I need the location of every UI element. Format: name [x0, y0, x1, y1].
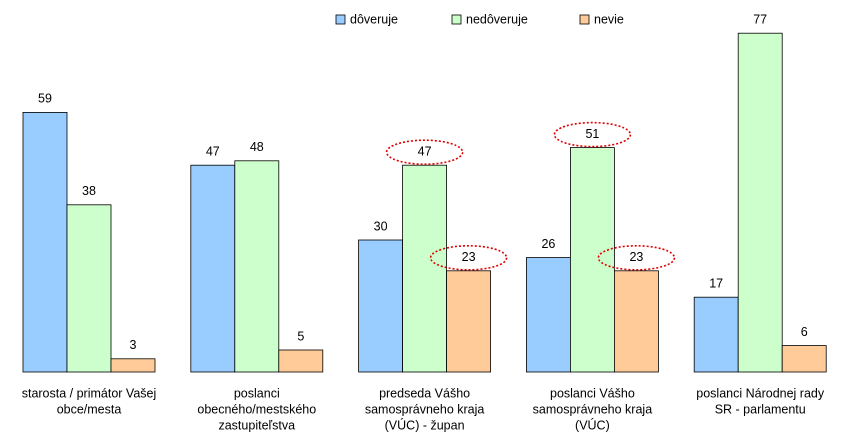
highlight-ellipse [429, 244, 508, 271]
legend-swatch [335, 14, 346, 25]
data-label: 23 [629, 250, 643, 264]
data-label: 47 [206, 144, 220, 158]
data-label: 48 [250, 140, 264, 154]
highlight-ellipse [597, 244, 676, 271]
data-label: 17 [709, 276, 723, 290]
bar [22, 112, 68, 373]
data-label: 3 [130, 338, 137, 352]
x-tick-label: poslanci [234, 386, 280, 400]
bar [614, 270, 659, 373]
data-label: 77 [753, 12, 767, 26]
bar [737, 32, 783, 373]
legend-label: dôveruje [350, 12, 398, 26]
x-tick-label: SR - parlamentu [715, 402, 806, 416]
legend-label: nedôveruje [466, 12, 528, 26]
x-tick-label: samosprávneho kraja [533, 402, 653, 416]
x-tick-label: poslanci Vášho [550, 386, 635, 400]
data-label: 30 [374, 219, 388, 233]
data-label: 5 [297, 329, 304, 343]
data-label: 6 [801, 325, 808, 339]
data-label: 51 [585, 127, 599, 141]
highlight-ellipse [553, 121, 632, 148]
legend-swatch [579, 14, 590, 25]
legend-label: nevie [594, 12, 624, 26]
highlight-ellipse [385, 139, 464, 165]
bar [402, 164, 448, 373]
data-label: 59 [38, 92, 52, 106]
bar [66, 204, 112, 373]
x-tick-label: poslanci Národnej rady [696, 386, 825, 400]
bar [234, 160, 280, 373]
bar [446, 270, 492, 373]
data-label: 38 [82, 184, 96, 198]
x-tick-label: predseda Vášho [379, 386, 470, 400]
x-tick-label: (VÚC) [575, 417, 610, 432]
x-tick-label: samosprávneho kraja [365, 402, 485, 416]
bar [693, 296, 739, 373]
bar [526, 257, 571, 373]
x-tick-label: obce/mesta [57, 402, 122, 416]
data-label: 47 [418, 144, 432, 158]
x-tick-label: starosta / primátor Vašej [22, 386, 157, 400]
data-label: 26 [541, 237, 555, 251]
bar [570, 147, 615, 373]
bar [781, 345, 827, 373]
legend-swatch [451, 14, 462, 25]
x-tick-label: zastupiteľstva [218, 418, 295, 432]
data-label: 23 [462, 250, 476, 264]
x-tick-label: (VÚC) - župan [385, 417, 465, 432]
bar [358, 239, 404, 373]
bar [278, 349, 324, 373]
x-tick-label: obecného/mestského [197, 402, 316, 416]
bar [110, 358, 156, 373]
bar [190, 164, 236, 373]
